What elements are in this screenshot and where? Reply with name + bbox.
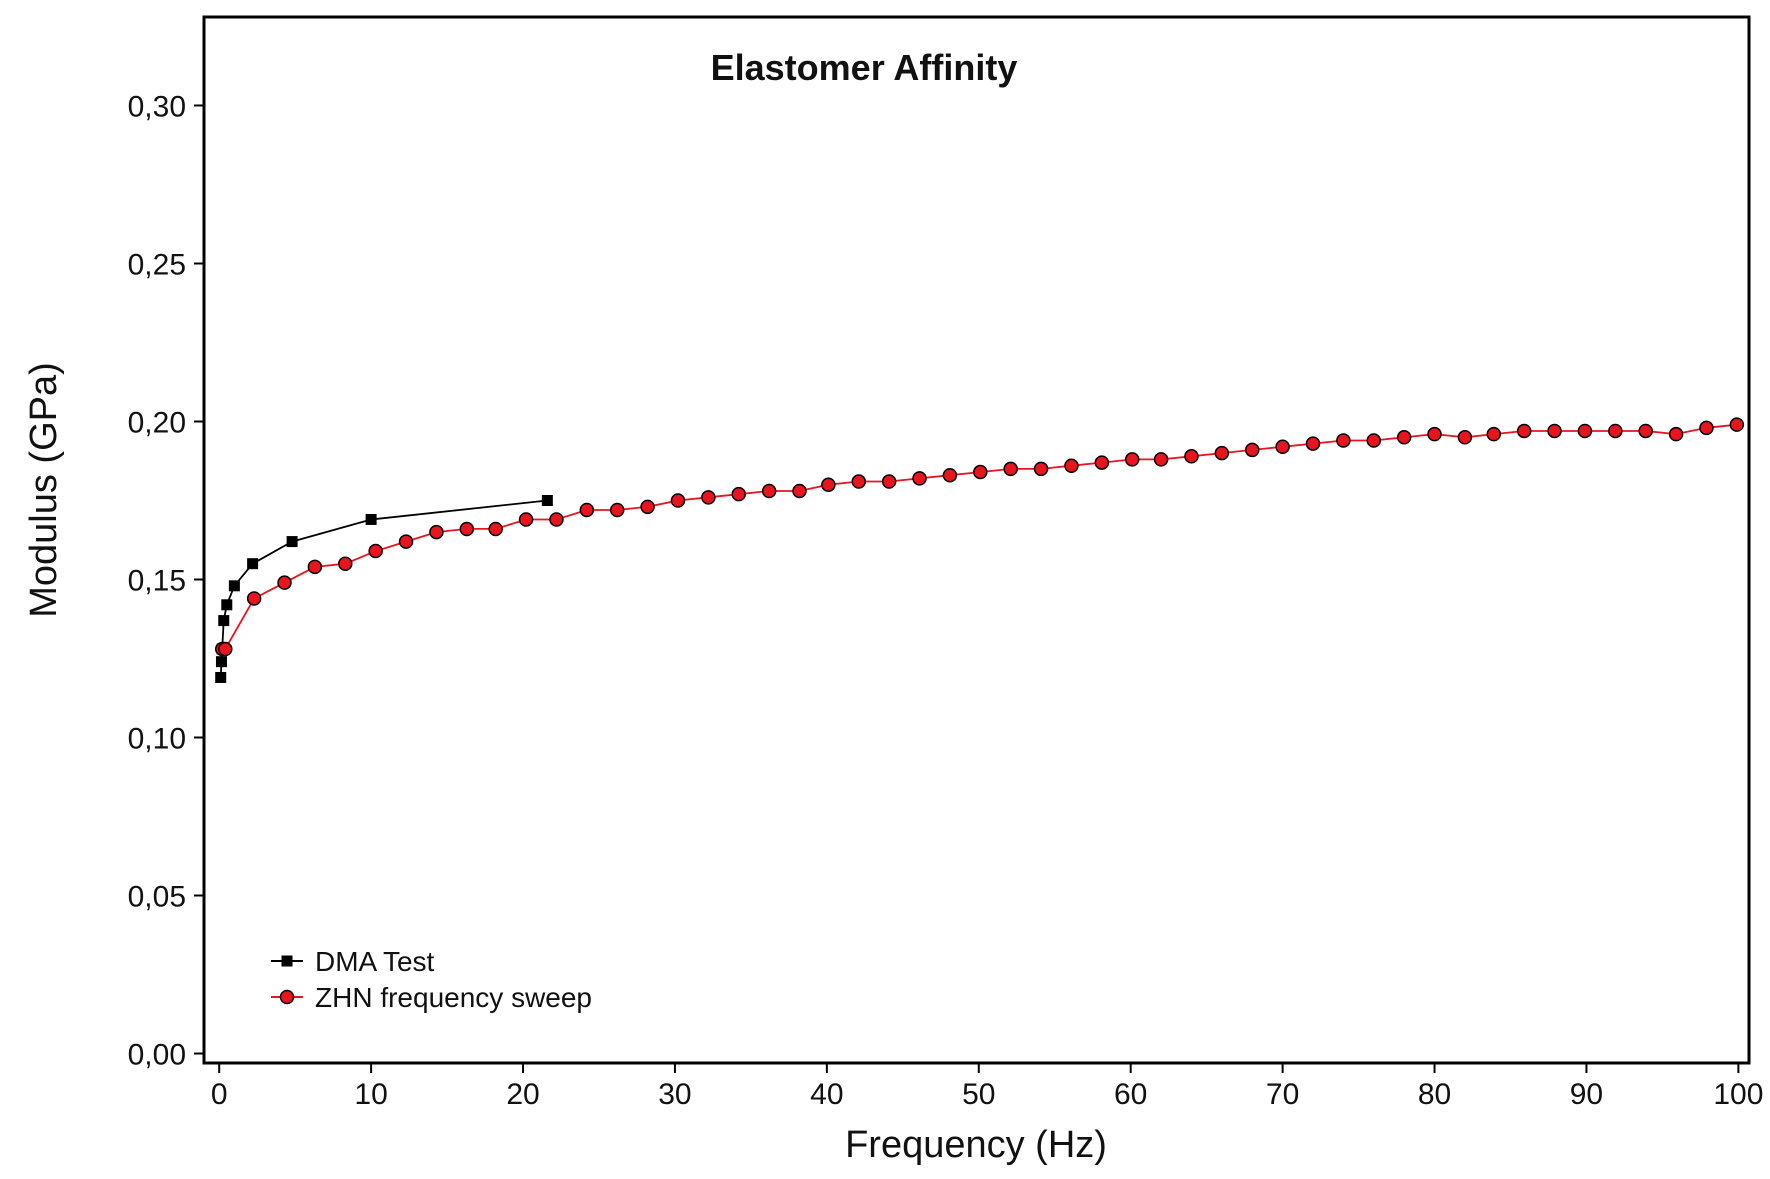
data-point-zhn-frequency-sweep <box>670 493 686 508</box>
data-point-zhn-frequency-sweep <box>488 521 503 537</box>
data-point-zhn-frequency-sweep <box>1396 430 1412 445</box>
data-point-zhn-frequency-sweep <box>398 534 414 549</box>
data-point-zhn-frequency-sweep <box>1153 452 1169 467</box>
data-point-zhn-frequency-sweep <box>609 502 625 518</box>
data-point-zhn-frequency-sweep <box>368 543 383 559</box>
data-point-zhn-frequency-sweep <box>1516 423 1532 439</box>
x-axis-title: Frequency (Hz) <box>845 1124 1107 1166</box>
y-axis: 0,00 0,05 0,10 0,15 0,20 0,25 0,30 <box>128 90 204 1072</box>
data-point-zhn-frequency-sweep <box>1336 433 1351 448</box>
data-point-dma-test <box>215 656 227 668</box>
y-tick-label: 0,20 <box>128 406 186 439</box>
data-point-zhn-frequency-sweep <box>1124 452 1140 467</box>
data-point-zhn-frequency-sweep <box>1668 426 1684 442</box>
y-tick-label: 0,25 <box>128 248 186 281</box>
data-point-zhn-frequency-sweep <box>912 471 927 486</box>
data-point-zhn-frequency-sweep <box>338 556 353 571</box>
data-point-zhn-frequency-sweep <box>1486 426 1502 442</box>
data-point-zhn-frequency-sweep <box>518 512 534 527</box>
series-dma-test <box>215 494 553 683</box>
data-point-dma-test <box>228 580 240 592</box>
data-point-zhn-frequency-sweep <box>1547 423 1562 439</box>
plot-frame <box>202 15 1751 1065</box>
x-tick-label: 80 <box>1418 1078 1451 1111</box>
y-tick-label: 0,30 <box>128 90 186 123</box>
x-tick-label: 100 <box>1713 1078 1763 1111</box>
y-tick-label: 0,00 <box>128 1039 186 1072</box>
data-point-zhn-frequency-sweep <box>640 499 655 515</box>
legend-label-zhn-frequency-sweep: ZHN frequency sweep <box>315 982 592 1013</box>
x-tick-label: 90 <box>1570 1078 1603 1111</box>
data-point-dma-test <box>365 513 377 525</box>
data-point-zhn-frequency-sweep <box>973 464 988 480</box>
data-point-zhn-frequency-sweep <box>1033 461 1049 477</box>
data-point-zhn-frequency-sweep <box>821 477 836 492</box>
x-tick-label: 40 <box>810 1078 843 1111</box>
data-point-zhn-frequency-sweep <box>218 641 233 657</box>
data-point-dma-test <box>215 671 227 683</box>
data-point-zhn-frequency-sweep <box>1366 433 1382 448</box>
data-point-dma-test <box>221 599 233 611</box>
data-point-dma-test <box>541 494 553 506</box>
data-point-zhn-frequency-sweep <box>942 467 958 483</box>
series-layer <box>214 417 1745 683</box>
x-tick-label: 50 <box>962 1078 995 1111</box>
data-point-zhn-frequency-sweep <box>579 502 595 518</box>
data-point-zhn-frequency-sweep <box>1608 423 1623 439</box>
legend-marker-dma-test <box>281 955 293 967</box>
data-point-zhn-frequency-sweep <box>246 591 262 606</box>
y-tick-label: 0,05 <box>128 881 186 914</box>
data-point-dma-test <box>247 558 259 570</box>
data-point-zhn-frequency-sweep <box>792 483 807 499</box>
data-point-zhn-frequency-sweep <box>1244 442 1260 458</box>
data-point-zhn-frequency-sweep <box>1275 439 1290 455</box>
x-tick-label: 30 <box>658 1078 691 1111</box>
x-axis: 0 10 20 30 40 50 60 70 80 90 100 <box>211 1063 1763 1111</box>
data-point-zhn-frequency-sweep <box>1577 423 1593 439</box>
data-point-zhn-frequency-sweep <box>731 486 746 502</box>
series-zhn-frequency-sweep <box>214 417 1745 657</box>
x-tick-label: 0 <box>211 1078 228 1111</box>
data-point-zhn-frequency-sweep <box>1184 449 1199 464</box>
x-tick-label: 10 <box>354 1078 387 1111</box>
legend-label-dma-test: DMA Test <box>315 946 435 977</box>
chart-title: Elastomer Affinity <box>711 47 1018 88</box>
data-point-zhn-frequency-sweep <box>307 559 323 575</box>
legend-item-zhn-frequency-sweep: ZHN frequency sweep <box>271 982 592 1013</box>
data-point-zhn-frequency-sweep <box>1699 420 1714 436</box>
data-point-zhn-frequency-sweep <box>459 521 475 537</box>
y-tick-label: 0,15 <box>128 565 186 598</box>
series-line-zhn-frequency-sweep <box>222 423 1737 650</box>
data-point-zhn-frequency-sweep <box>1305 436 1321 451</box>
x-tick-label: 20 <box>506 1078 539 1111</box>
data-point-zhn-frequency-sweep <box>851 474 867 489</box>
data-point-zhn-frequency-sweep <box>1457 430 1473 445</box>
x-tick-label: 70 <box>1266 1078 1299 1111</box>
legend-marker-zhn-frequency-sweep <box>279 989 295 1005</box>
data-point-zhn-frequency-sweep <box>277 575 292 590</box>
x-tick-label: 60 <box>1114 1078 1147 1111</box>
data-point-zhn-frequency-sweep <box>1729 417 1745 432</box>
data-point-zhn-frequency-sweep <box>701 490 716 505</box>
data-point-zhn-frequency-sweep <box>1638 423 1653 439</box>
data-point-zhn-frequency-sweep <box>1064 458 1079 473</box>
data-point-zhn-frequency-sweep <box>549 512 564 527</box>
data-point-zhn-frequency-sweep <box>429 524 444 540</box>
data-point-zhn-frequency-sweep <box>881 474 897 489</box>
data-point-dma-test <box>286 536 298 548</box>
data-point-zhn-frequency-sweep <box>1003 461 1018 477</box>
legend: DMA Test ZHN frequency sweep <box>271 946 592 1013</box>
legend-item-dma-test: DMA Test <box>271 946 435 977</box>
data-point-zhn-frequency-sweep <box>1094 455 1110 470</box>
data-point-zhn-frequency-sweep <box>1427 426 1442 442</box>
y-axis-title: Modulus (GPa) <box>23 362 65 618</box>
data-point-zhn-frequency-sweep <box>1214 445 1230 461</box>
data-point-dma-test <box>218 615 230 627</box>
y-tick-label: 0,10 <box>128 723 186 756</box>
data-point-zhn-frequency-sweep <box>761 483 777 499</box>
